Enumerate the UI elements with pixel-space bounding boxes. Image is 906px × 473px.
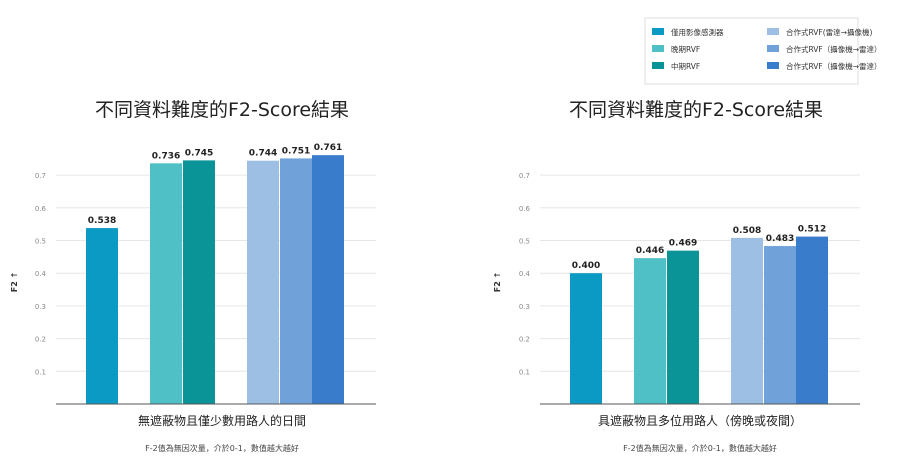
y-tick-label: 0.4 bbox=[519, 270, 531, 278]
bar-value-label: 0.751 bbox=[282, 146, 310, 156]
legend-box bbox=[644, 17, 859, 85]
bar-value-label: 0.400 bbox=[572, 261, 600, 271]
chart-note: F-2值為無因次量，介於0-1，數值越大越好 bbox=[623, 443, 777, 453]
bar bbox=[570, 273, 602, 404]
bar bbox=[150, 163, 182, 404]
bar-value-label: 0.512 bbox=[798, 225, 826, 235]
legend-label: 晚期RVF bbox=[671, 44, 700, 54]
legend-label: 合作式RVF（攝像機→雷達） bbox=[786, 44, 882, 54]
y-tick-label: 0.3 bbox=[519, 303, 530, 311]
legend-swatch bbox=[652, 28, 664, 35]
y-axis-label: F2 ↑ bbox=[493, 272, 502, 293]
legend-label: 合作式RVF（攝像機→雷達） bbox=[786, 61, 882, 71]
legend-swatch bbox=[652, 45, 664, 52]
bar bbox=[183, 160, 215, 404]
bar-value-label: 0.508 bbox=[733, 226, 761, 236]
chart-right: 不同資料難度的F2-Score結果 0.1 0.2 0.3 0.4 0.5 0.6 0.7 F2… bbox=[493, 99, 860, 453]
y-tick-label: 0.4 bbox=[35, 270, 47, 278]
y-tick-label: 0.5 bbox=[519, 238, 530, 246]
legend-swatch bbox=[652, 62, 664, 69]
y-tick-label: 0.6 bbox=[519, 205, 531, 213]
chart-title: 不同資料難度的F2-Score結果 bbox=[95, 99, 349, 121]
x-axis-label: 具遮蔽物且多位用路人（傍晚或夜間） bbox=[598, 413, 802, 428]
bar-value-label: 0.745 bbox=[185, 148, 213, 158]
bar bbox=[764, 246, 796, 404]
x-axis-label: 無遮蔽物且僅少數用路人的日間 bbox=[138, 413, 306, 428]
bar bbox=[667, 250, 699, 404]
legend-swatch bbox=[767, 45, 779, 52]
chart-title: 不同資料難度的F2-Score結果 bbox=[569, 99, 823, 121]
legend-label: 中期RVF bbox=[671, 61, 700, 71]
bar bbox=[86, 228, 118, 404]
chart-note: F-2值為無因次量，介於0-1，數值越大越好 bbox=[145, 443, 299, 453]
bar bbox=[247, 160, 279, 404]
bar-value-label: 0.469 bbox=[669, 239, 697, 249]
bar bbox=[634, 258, 666, 404]
y-axis-label: F2 ↑ bbox=[10, 272, 19, 293]
legend-swatch bbox=[767, 62, 779, 69]
bar bbox=[280, 158, 312, 404]
legend-swatch bbox=[767, 28, 779, 35]
y-tick-label: 0.5 bbox=[35, 238, 46, 246]
y-tick-label: 0.1 bbox=[519, 368, 530, 376]
bar-value-label: 0.744 bbox=[249, 149, 277, 159]
bar bbox=[731, 237, 763, 404]
bar bbox=[796, 236, 828, 404]
y-tick-label: 0.7 bbox=[519, 172, 530, 180]
legend-label: 僅用影像感測器 bbox=[671, 27, 724, 37]
bar-value-label: 0.538 bbox=[88, 216, 116, 226]
y-tick-label: 0.1 bbox=[35, 368, 46, 376]
y-tick-label: 0.7 bbox=[35, 172, 46, 180]
y-tick-label: 0.6 bbox=[35, 205, 47, 213]
bar-value-label: 0.736 bbox=[152, 151, 180, 161]
y-tick-label: 0.3 bbox=[35, 303, 46, 311]
bar bbox=[312, 155, 344, 404]
bar-value-label: 0.483 bbox=[766, 234, 794, 244]
y-tick-label: 0.2 bbox=[519, 336, 530, 344]
y-tick-label: 0.2 bbox=[35, 336, 46, 344]
legend-label: 合作式RVF(雷達→攝像機) bbox=[786, 27, 872, 37]
bar-value-label: 0.446 bbox=[636, 246, 664, 256]
chart-left: 不同資料難度的F2-Score結果 0.1 0.2 0.3 0.4 0.5 0.6 0.7 F2… bbox=[10, 99, 376, 453]
bar-value-label: 0.761 bbox=[314, 143, 342, 153]
